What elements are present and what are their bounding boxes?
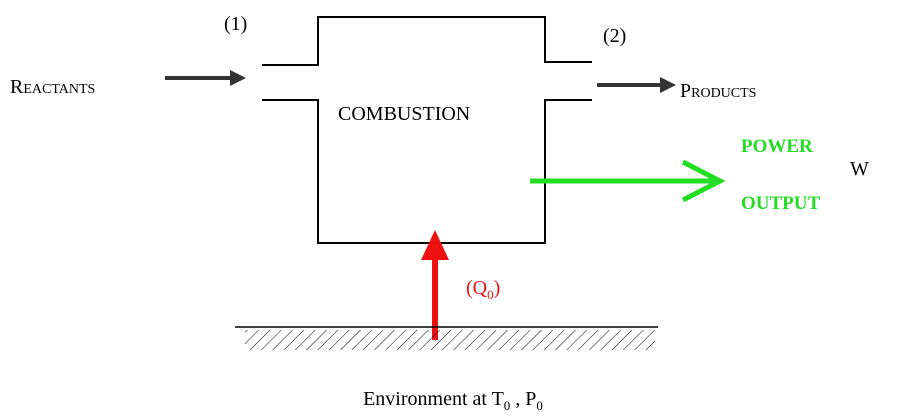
chamber-label: COMBUSTION [338, 103, 470, 125]
work-label: W [850, 158, 869, 180]
inlet-label: (1) [224, 13, 247, 35]
env-sub2: 0 [536, 398, 543, 413]
ground-hatch [245, 330, 655, 350]
reactants-label: Reactants [10, 76, 95, 98]
env-text: Environment at T [363, 388, 504, 410]
power-arrow [530, 159, 726, 203]
combustor-outline [262, 16, 592, 244]
env-sub1: 0 [504, 398, 511, 413]
output-label: OUTPUT [741, 193, 821, 214]
power-label: POWER [741, 136, 813, 157]
heat-open: (Q [466, 277, 488, 299]
environment-label: Environment at T0 , P0 [363, 388, 543, 413]
outlet-label: (2) [603, 25, 626, 47]
products-label: Products [680, 80, 756, 102]
heat-close: ) [494, 277, 501, 299]
heat-arrow [421, 230, 449, 340]
env-mid: , P [510, 388, 536, 410]
heat-label: (Q0) [466, 277, 500, 302]
heat-sub: 0 [487, 287, 494, 302]
